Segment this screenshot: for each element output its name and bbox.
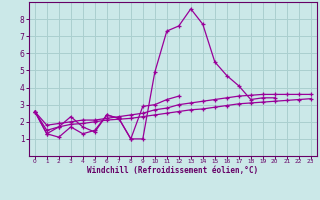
X-axis label: Windchill (Refroidissement éolien,°C): Windchill (Refroidissement éolien,°C) <box>87 166 258 175</box>
